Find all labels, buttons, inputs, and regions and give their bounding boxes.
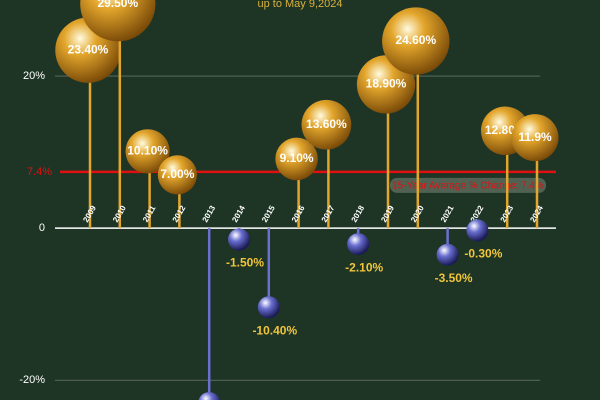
value-label: 13.60% — [306, 117, 347, 131]
annotation: 15-Year Average % Change: 7.4% — [392, 181, 544, 192]
average-label: 7.4% — [27, 166, 52, 178]
subtitle: up to May 9,2024 — [257, 0, 342, 10]
ball — [157, 155, 197, 195]
value-label: 10.10% — [127, 144, 168, 158]
value-label: 24.60% — [395, 33, 436, 47]
value-label: 7.00% — [160, 167, 194, 181]
value-label: 23.40% — [68, 42, 109, 56]
y-tick-label: -20% — [19, 374, 45, 386]
value-label: -0.30% — [464, 247, 502, 261]
value-label: 9.10% — [280, 151, 314, 165]
ball — [436, 243, 459, 266]
value-label: -10.40% — [252, 323, 297, 337]
ball — [301, 99, 352, 150]
ball — [382, 7, 450, 75]
ball — [198, 392, 220, 400]
value-label: 18.90% — [366, 77, 407, 91]
ball — [257, 296, 280, 319]
ball — [228, 228, 250, 251]
ball — [511, 114, 559, 162]
ball — [80, 0, 156, 42]
y-tick-label: 20% — [23, 70, 45, 82]
value-label: -1.50% — [226, 256, 264, 270]
value-label: 29.50% — [97, 0, 138, 10]
ball — [347, 233, 370, 256]
y-tick-label: 0 — [39, 222, 45, 234]
ball — [125, 129, 170, 174]
value-label: 11.9% — [518, 130, 552, 144]
value-label: -2.10% — [345, 260, 383, 274]
ball — [275, 137, 318, 181]
ball — [466, 219, 489, 242]
value-label: -3.50% — [435, 271, 473, 285]
